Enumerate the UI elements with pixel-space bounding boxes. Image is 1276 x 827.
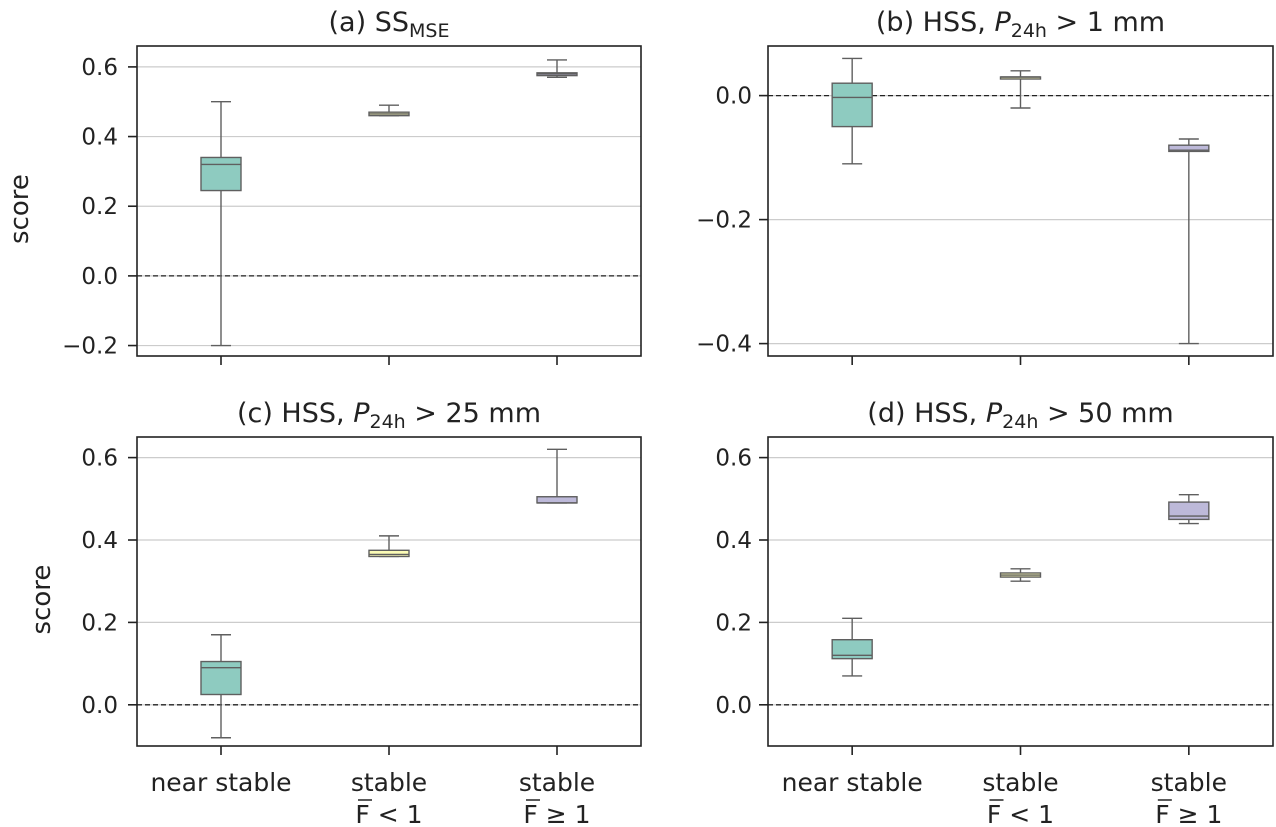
box-iqr — [1168, 501, 1210, 521]
box-stable-f-ge-1 — [1168, 493, 1210, 525]
panel-title: (c) HSS, P24h > 25 mm — [237, 398, 541, 433]
panel-b: −0.4 −0.2 0.0 (b) HSS, P24h > 1 mm — [696, 7, 1274, 365]
y-tick-label: 0.2 — [715, 610, 752, 636]
box-near-stable — [831, 617, 873, 677]
y-tick-label: 0.0 — [715, 693, 752, 719]
box-stable-f-lt-1 — [368, 104, 410, 117]
title-rest: > 1 mm — [1047, 7, 1165, 38]
box-iqr — [1168, 144, 1210, 153]
y-tick-label: 0.6 — [81, 446, 118, 472]
y-tick-label: 0.6 — [715, 446, 752, 472]
y-tick-label: 0.4 — [81, 125, 118, 151]
category-label-line1: stable — [351, 768, 427, 797]
category-label-line2: F ≥ 1 — [523, 800, 590, 827]
title-subscript: 24h — [1002, 411, 1038, 433]
category-label-line1: near stable — [782, 768, 923, 797]
title-variable: P — [994, 7, 1011, 38]
box-iqr — [368, 549, 410, 558]
box-iqr — [536, 496, 578, 504]
box-iqr — [200, 156, 242, 192]
box-near-stable — [200, 101, 242, 347]
title-variable: P — [986, 398, 1003, 429]
category-label-line2: F < 1 — [987, 800, 1054, 827]
y-tick-label: 0.0 — [81, 693, 118, 719]
axes-frame — [767, 45, 1274, 357]
title-variable: P — [353, 398, 370, 429]
box-stable-f-lt-1 — [999, 70, 1042, 109]
title-main: (d) HSS, — [867, 398, 986, 429]
panel-title: (b) HSS, P24h > 1 mm — [876, 7, 1165, 42]
box-stable-f-ge-1 — [1168, 138, 1210, 345]
panel-title: (d) HSS, P24h > 50 mm — [867, 398, 1173, 433]
box-near-stable — [831, 57, 873, 165]
title-rest: > 50 mm — [1038, 398, 1173, 429]
title-subscript: 24h — [369, 411, 405, 433]
y-tick-label: −0.2 — [62, 334, 118, 360]
title-main: (c) HSS, — [237, 398, 353, 429]
box-stable-f-lt-1 — [368, 535, 410, 558]
panel-d: 0.0 0.2 0.4 0.6 (d) HSS, P24h > 50 mm near st… — [715, 398, 1274, 827]
panel-c: 0.0 0.2 0.4 0.6 (c) HSS, P24h > 25 mm score ne… — [27, 398, 642, 827]
y-tick-label: 0.6 — [81, 55, 118, 81]
box-stable-f-ge-1 — [536, 59, 578, 79]
y-tick-label: 0.2 — [81, 194, 118, 220]
axes-frame — [767, 436, 1274, 747]
box-near-stable — [200, 634, 242, 739]
title-rest: > 25 mm — [406, 398, 541, 429]
title-main: (b) HSS, — [876, 7, 995, 38]
title-main: (a) SS — [329, 7, 409, 38]
category-label-line2: F < 1 — [355, 800, 422, 827]
y-tick-label: −0.4 — [696, 332, 752, 358]
category-label-line2: F ≥ 1 — [1155, 800, 1222, 827]
y-tick-label: 0.4 — [715, 528, 752, 554]
category-label-line1: stable — [1151, 768, 1227, 797]
box-iqr — [831, 639, 873, 660]
axes-frame — [136, 436, 642, 747]
title-subscript: MSE — [409, 20, 449, 42]
y-tick-label: −0.2 — [696, 208, 752, 234]
y-tick-label: 0.4 — [81, 528, 118, 554]
box-stable-f-lt-1 — [999, 568, 1042, 582]
title-subscript: 24h — [1011, 20, 1047, 42]
panel-title: (a) SSMSE — [329, 7, 450, 42]
panel-a: −0.2 0.0 0.2 0.4 0.6 (a) SSMSE score — [5, 7, 642, 365]
category-label-line1: near stable — [150, 768, 291, 797]
y-tick-label: 0.0 — [81, 264, 118, 290]
y-axis-label: score — [5, 174, 35, 244]
y-tick-label: 0.2 — [81, 610, 118, 636]
box-iqr — [200, 660, 242, 696]
category-label-line1: stable — [519, 768, 595, 797]
axes-frame — [136, 45, 642, 357]
y-tick-label: 0.0 — [715, 84, 752, 110]
category-label-line1: stable — [982, 768, 1058, 797]
box-iqr — [831, 82, 873, 128]
y-axis-label: score — [27, 565, 57, 635]
box-stable-f-ge-1 — [536, 448, 578, 504]
